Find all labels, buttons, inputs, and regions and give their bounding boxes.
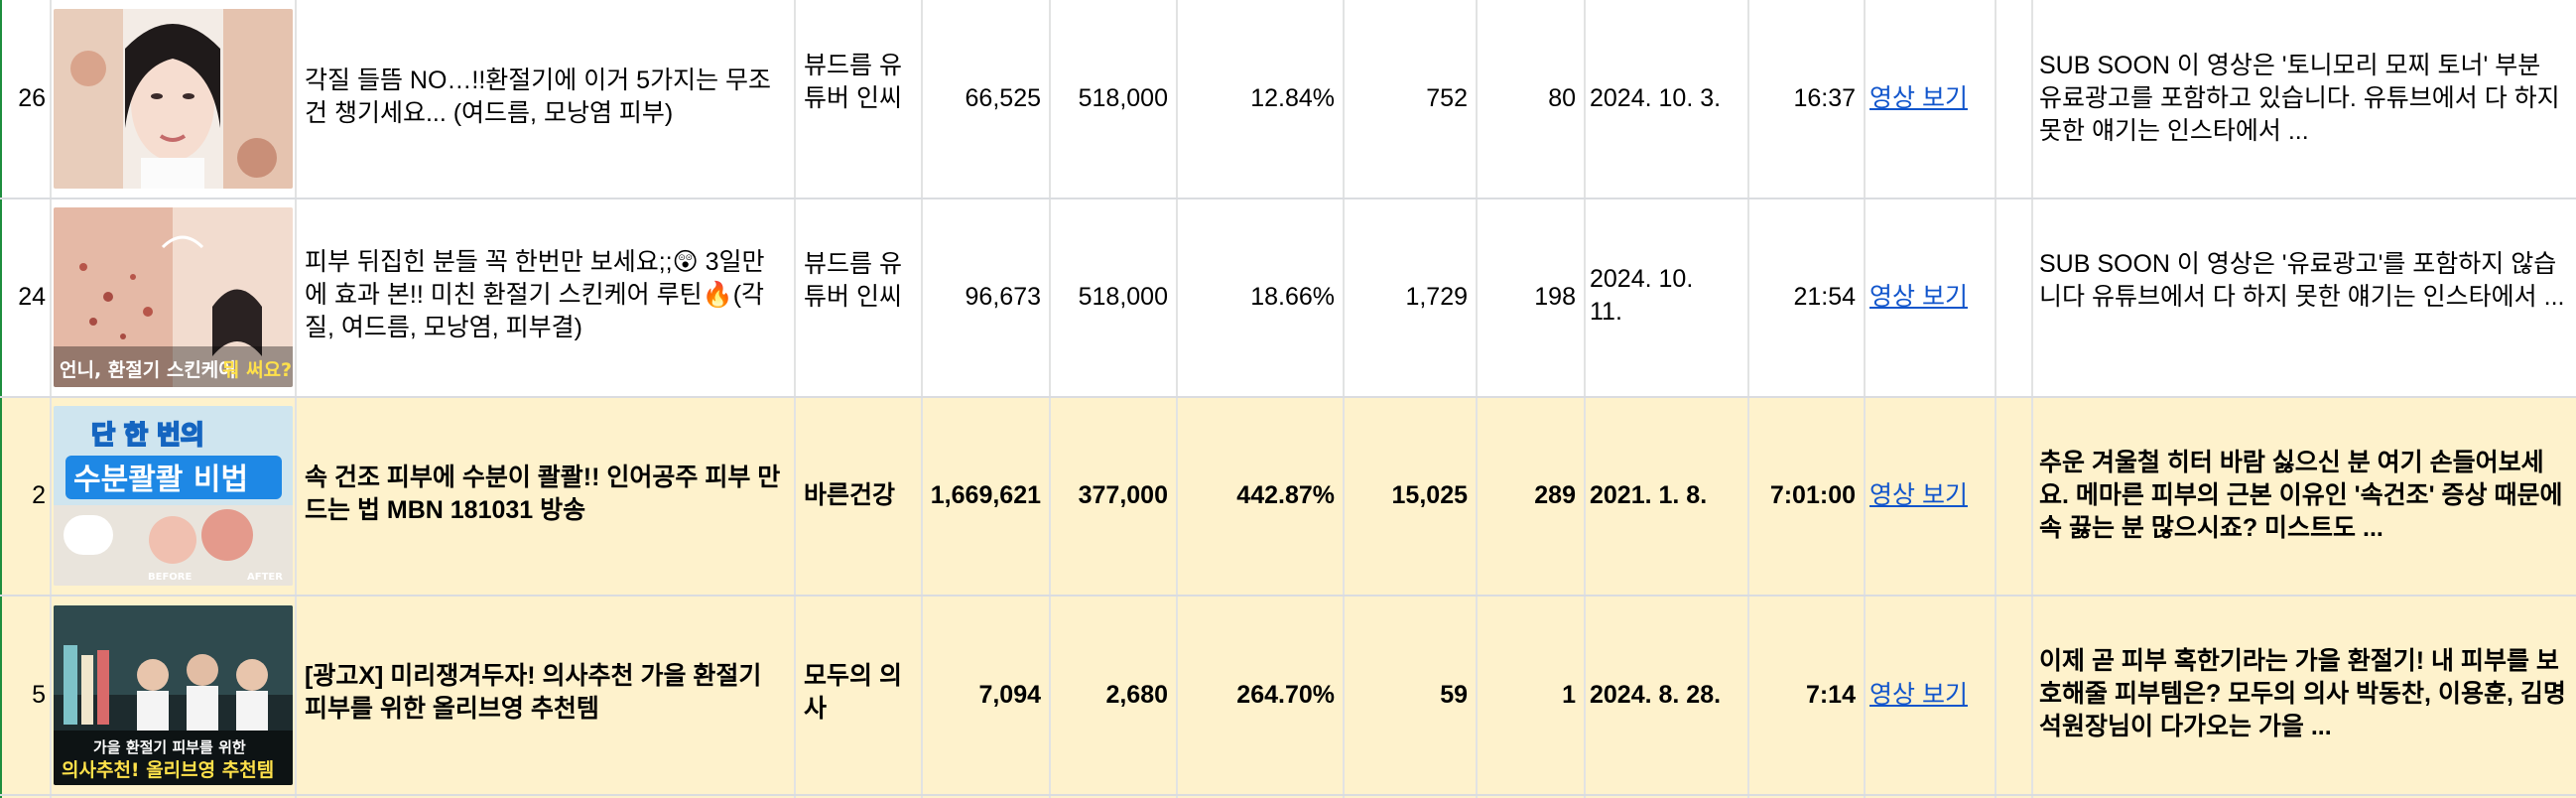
likes-cell[interactable]: 752 <box>1426 84 1468 112</box>
column-divider <box>794 0 796 798</box>
duration-cell[interactable]: 7:01:00 <box>1769 481 1856 509</box>
comments-cell[interactable]: 1 <box>1562 680 1576 709</box>
views-cell[interactable]: 66,525 <box>965 84 1041 112</box>
rank-cell[interactable]: 5 <box>32 680 46 709</box>
channel-name: 바른건강 <box>804 481 896 509</box>
column-divider <box>50 0 52 798</box>
watch-video-link[interactable]: 영상 보기 <box>1869 481 1968 509</box>
comments-cell[interactable]: 198 <box>1534 283 1576 311</box>
column-divider <box>1584 0 1586 798</box>
video-link[interactable]: 영상 보기 <box>1866 0 1995 198</box>
video-title: [광고X] 미리쟁겨두자! 의사추천 가을 환절기 피부를 위한 올리브영 추천… <box>305 662 762 723</box>
ratio-cell[interactable]: 12.84% <box>1250 84 1335 112</box>
ratio-cell[interactable]: 442.87% <box>1236 481 1335 509</box>
likes-cell[interactable]: 59 <box>1440 680 1468 709</box>
column-divider <box>1747 0 1749 798</box>
column-divider <box>921 0 923 798</box>
watch-video-link[interactable]: 영상 보기 <box>1869 84 1968 112</box>
thumbnail-caption: 수분콸콸 비법 <box>73 463 248 497</box>
thumbnail-caption: AFTER <box>247 572 283 583</box>
channel-name: 모두의 의사 <box>804 662 902 723</box>
date-cell[interactable]: 2021. 1. 8. <box>1590 481 1708 509</box>
date-cell[interactable]: 2024. 10. 11. <box>1590 265 1694 326</box>
doctors-products-thumbnail-icon: 가을 환절기 피부를 위한 의사추천! 올리브영 추천템 <box>54 605 293 785</box>
row-divider <box>0 794 2576 796</box>
views-cell[interactable]: 96,673 <box>965 283 1041 311</box>
subscribers-cell[interactable]: 2,680 <box>1105 680 1168 709</box>
moisture-skin-thumbnail-icon: 단 한 번의 수분콸콸 비법 BEFORE AFTER <box>54 406 293 586</box>
rank-cell[interactable]: 24 <box>18 283 46 311</box>
acne-skin-thumbnail-icon: 언니, 환절기 스킨케어 뭐 써요? <box>54 207 293 387</box>
rank-cell[interactable]: 26 <box>18 84 46 112</box>
table-row[interactable] <box>0 397 2576 596</box>
description-cell: SUB SOON 이 영상은 '토니모리 모찌 토너' 부분 유료광고를 포함하… <box>2039 52 2560 145</box>
description-cell: 추운 겨울철 히터 바람 싫으신 분 여기 손들어보세요. 메마른 피부의 근본… <box>2039 449 2563 542</box>
table-row[interactable] <box>0 596 2576 798</box>
thumbnail-caption: 뭐 써요? <box>222 359 292 381</box>
comments-cell[interactable]: 289 <box>1534 481 1576 509</box>
subscribers-cell[interactable]: 377,000 <box>1078 481 1168 509</box>
thumbnail-caption: 단 한 번의 <box>91 421 204 451</box>
ratio-cell[interactable]: 264.70% <box>1236 680 1335 709</box>
column-divider <box>1476 0 1478 798</box>
channel-name: 뷰드름 유튜버 인씨 <box>804 250 902 311</box>
thumbnail-caption: 의사추천! 올리브영 추천템 <box>62 759 274 781</box>
duration-cell[interactable]: 7:14 <box>1805 680 1856 709</box>
thumbnail-caption: BEFORE <box>148 572 192 583</box>
thumbnail-caption: 가을 환절기 피부를 위한 <box>93 738 246 756</box>
views-cell[interactable]: 7,094 <box>978 680 1041 709</box>
column-divider <box>1176 0 1178 798</box>
likes-cell[interactable]: 15,025 <box>1391 481 1468 509</box>
column-divider <box>0 0 2 798</box>
rank-cell[interactable]: 2 <box>32 481 46 509</box>
video-thumbnail[interactable]: 가을 환절기 피부를 위한 의사추천! 올리브영 추천템 <box>54 605 293 785</box>
date-cell[interactable]: 2024. 8. 28. <box>1590 680 1722 709</box>
column-divider <box>1864 0 1866 798</box>
duration-cell[interactable]: 21:54 <box>1793 283 1856 311</box>
column-divider <box>1995 0 1996 798</box>
likes-cell[interactable]: 1,729 <box>1405 283 1468 311</box>
description-cell: 이제 곧 피부 혹한기라는 가을 환절기! 내 피부를 보호해줄 피부템은? 모… <box>2039 647 2566 740</box>
duration-cell[interactable]: 16:37 <box>1793 84 1856 112</box>
column-divider <box>2031 0 2033 798</box>
subscribers-cell[interactable]: 518,000 <box>1078 283 1168 311</box>
video-title: 속 건조 피부에 수분이 콸콸!! 인어공주 피부 만드는 법 MBN 1810… <box>305 464 781 524</box>
date-cell[interactable]: 2024. 10. 3. <box>1590 84 1722 112</box>
video-thumbnail[interactable]: 언니, 환절기 스킨케어 뭐 써요? <box>54 207 293 387</box>
video-thumbnail[interactable] <box>54 9 293 189</box>
video-link[interactable]: 영상 보기 <box>1866 397 1995 595</box>
views-cell[interactable]: 1,669,621 <box>930 481 1041 509</box>
video-title: 각질 들뜸 NO…!!환절기에 이거 5가지는 무조건 챙기세요... (여드름… <box>305 66 772 127</box>
subscribers-cell[interactable]: 518,000 <box>1078 84 1168 112</box>
channel-name: 뷰드름 유튜버 인씨 <box>804 52 902 112</box>
thumbnail-caption: 언니, 환절기 스킨케어 <box>60 359 236 381</box>
video-title: 피부 뒤집힌 분들 꼭 한번만 보세요;;😲 3일만에 효과 본!! 미친 환절… <box>305 248 765 341</box>
ratio-cell[interactable]: 18.66% <box>1250 283 1335 311</box>
row-divider <box>0 595 2576 597</box>
column-divider <box>1343 0 1345 798</box>
row-divider <box>0 198 2576 200</box>
watch-video-link[interactable]: 영상 보기 <box>1869 680 1968 709</box>
comments-cell[interactable]: 80 <box>1548 84 1576 112</box>
video-link[interactable]: 영상 보기 <box>1866 596 1995 794</box>
description-cell: SUB SOON 이 영상은 '유료광고'를 포함하지 않습니다 유튜브에서 다… <box>2039 250 2565 311</box>
watch-video-link[interactable]: 영상 보기 <box>1869 283 1968 311</box>
video-thumbnail[interactable]: 단 한 번의 수분콸콸 비법 BEFORE AFTER <box>54 406 293 586</box>
row-divider <box>0 396 2576 398</box>
column-divider <box>1049 0 1051 798</box>
face-closeup-thumbnail-icon <box>54 9 293 189</box>
column-divider <box>295 0 297 798</box>
video-link[interactable]: 영상 보기 <box>1866 199 1995 396</box>
